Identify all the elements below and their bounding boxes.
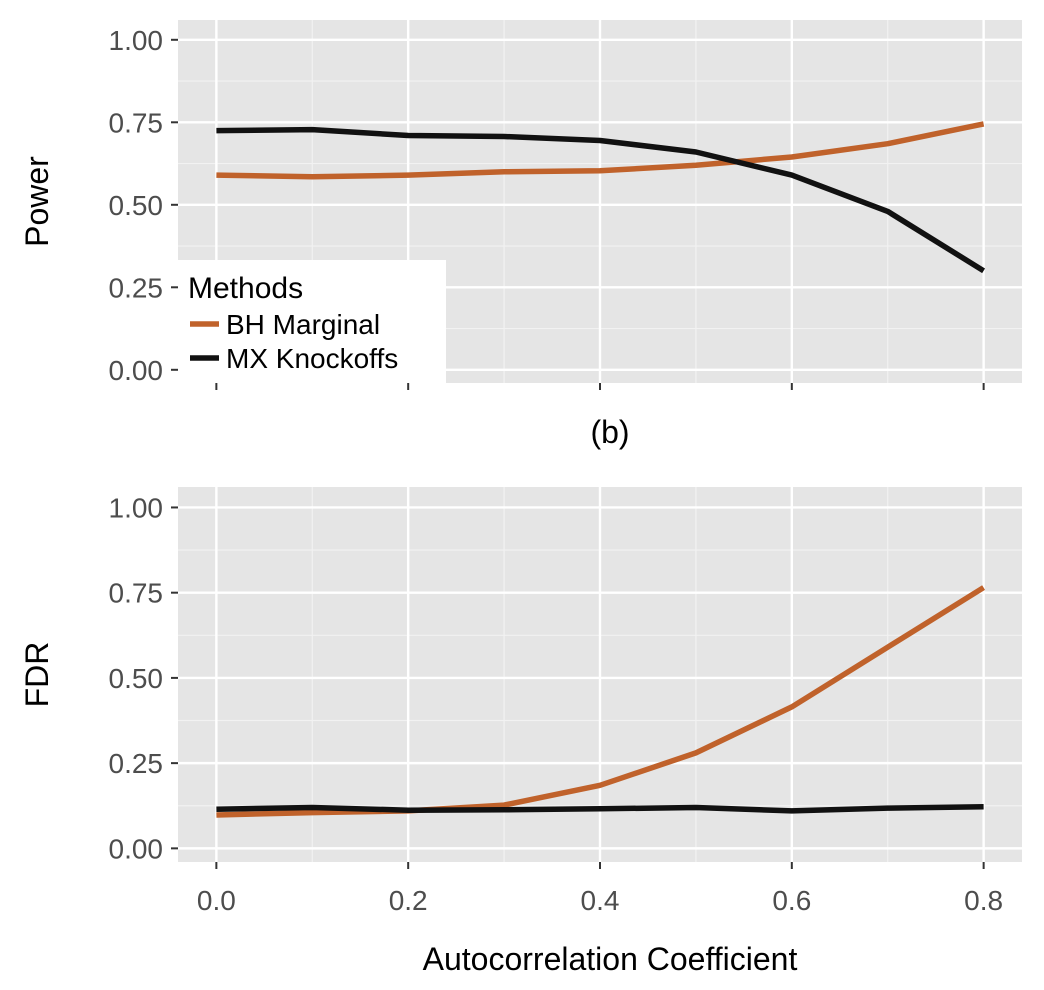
series-line-mx-knockoffs [216,126,986,274]
y-tick-label: 0.00 [109,833,164,864]
legend-box [178,260,446,383]
y-tick-label: 0.00 [109,355,164,386]
series-line-bh-marginal [216,121,985,180]
y-tick-label: 0.75 [109,107,164,138]
y-tick-label: 1.00 [109,25,164,56]
series-line-bh-marginal [216,585,986,818]
x-tick-label: 0.0 [197,885,236,916]
legend-label: MX Knockoffs [226,343,398,374]
y-tick-label: 0.50 [109,663,164,694]
y-tick-label: 0.50 [109,190,164,221]
panel-title: (b) [590,414,629,450]
x-axis-title: Autocorrelation Coefficient [423,941,798,977]
y-tick-label: 1.00 [109,492,164,523]
x-tick-label: 0.2 [389,885,428,916]
y-axis-title: Power [19,156,55,247]
panel-1: 0.00 0.25 0.50 0.75 1.00 Power Methods BH Margi… [19,20,1022,390]
y-axis-title: FDR [19,642,55,708]
legend-title: Methods [188,272,303,305]
legend-label: BH Marginal [226,309,380,340]
y-tick-label: 0.75 [109,578,164,609]
y-tick-label: 0.25 [109,748,164,779]
x-tick-label: 0.8 [964,885,1003,916]
panel-2: 0.00 0.25 0.50 0.75 1.00 0.0 0.2 0.4 0.6 0.8 FDR (b… [19,414,1022,977]
x-tick-label: 0.4 [581,885,620,916]
series-line-mx-knockoffs [216,804,984,814]
x-tick-label: 0.6 [772,885,811,916]
y-tick-label: 0.25 [109,272,164,303]
